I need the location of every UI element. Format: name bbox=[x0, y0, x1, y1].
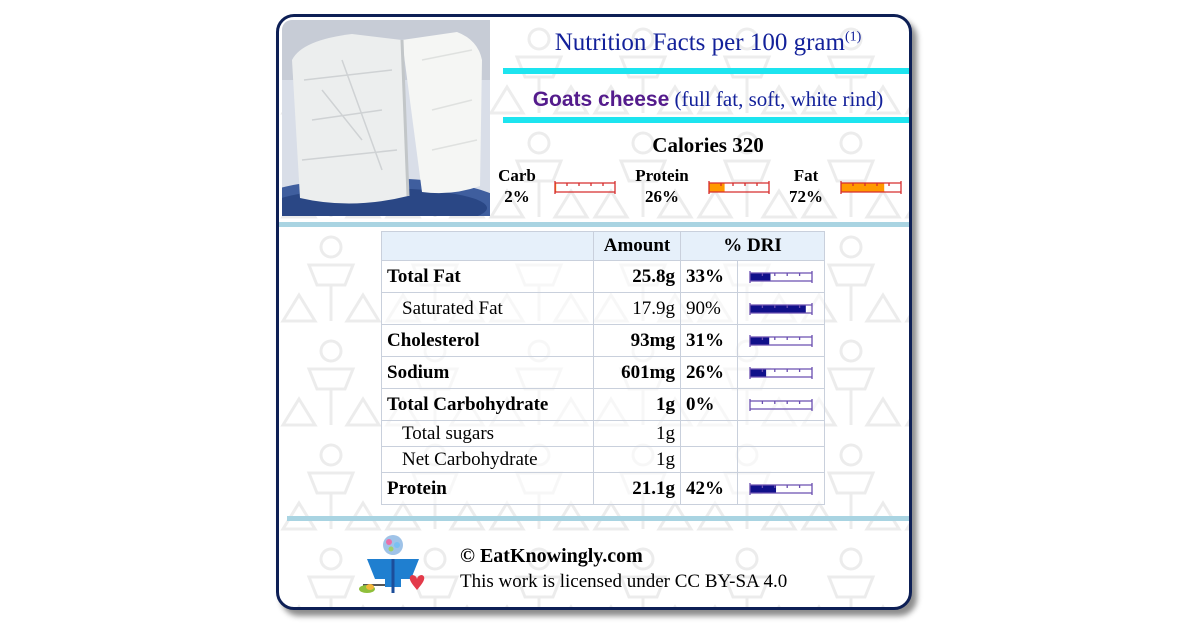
nutrient-name: Saturated Fat bbox=[381, 292, 594, 325]
nutrient-amount: 601mg bbox=[593, 356, 681, 389]
nutrient-name: Cholesterol bbox=[381, 324, 594, 357]
nutrient-amount: 25.8g bbox=[593, 260, 681, 293]
macro-carb-percent: 2% bbox=[504, 187, 530, 206]
macro-protein-bar bbox=[708, 181, 770, 194]
bar-frame bbox=[554, 181, 616, 194]
nutrition-table: Amount % DRI Total Fat 25.8g 33% Saturated … bbox=[381, 231, 825, 505]
table-row: Sodium 601mg 26% bbox=[381, 356, 825, 389]
header-title-text: Nutrition Facts per 100 gram bbox=[554, 29, 845, 56]
bar-frame bbox=[749, 366, 813, 379]
bar-fill bbox=[750, 336, 770, 345]
bar-frame bbox=[749, 398, 813, 411]
nutrient-name: Total Fat bbox=[381, 260, 594, 293]
bar-fill bbox=[750, 484, 777, 493]
nutrient-dri-bar-cell bbox=[737, 420, 825, 447]
divider-top bbox=[279, 222, 909, 227]
table-row: Cholesterol 93mg 31% bbox=[381, 324, 825, 357]
cyan-rule-top bbox=[503, 68, 909, 74]
nutrition-card: Nutrition Facts per 100 gram(1) Goats ch… bbox=[276, 14, 912, 610]
nutrient-dri-percent bbox=[680, 446, 738, 473]
header-dri: % DRI bbox=[680, 231, 825, 261]
footer-copyright: © EatKnowingly.com bbox=[460, 545, 643, 567]
nutrient-dri-percent: 26% bbox=[680, 356, 738, 389]
nutrient-dri-bar-cell bbox=[737, 356, 825, 389]
nutrient-dri-percent: 31% bbox=[680, 324, 738, 357]
divider-bottom bbox=[287, 516, 909, 521]
bar-fill bbox=[841, 183, 885, 192]
dri-bar bbox=[749, 302, 813, 315]
macro-protein-name: Protein bbox=[635, 166, 689, 185]
calories-line: Calories 320 bbox=[505, 133, 909, 158]
nutrient-dri-percent: 0% bbox=[680, 388, 738, 421]
bar-frame bbox=[749, 482, 813, 495]
nutrient-dri-bar-cell bbox=[737, 472, 825, 505]
table-row: Total sugars 1g bbox=[381, 420, 825, 447]
macro-fat-percent: 72% bbox=[789, 187, 823, 206]
nutrient-dri-percent: 33% bbox=[680, 260, 738, 293]
macro-carb-name: Carb bbox=[498, 166, 536, 185]
nutrient-dri-bar-cell bbox=[737, 446, 825, 473]
dri-bar bbox=[749, 270, 813, 283]
header-amount: Amount bbox=[593, 231, 681, 261]
dri-bar bbox=[749, 482, 813, 495]
macro-fat-name: Fat bbox=[793, 166, 819, 185]
nutrient-name: Protein bbox=[381, 472, 594, 505]
macro-protein-percent: 26% bbox=[645, 187, 679, 206]
food-descriptor: (full fat, soft, white rind) bbox=[674, 87, 884, 111]
calories-value: 320 bbox=[732, 133, 764, 157]
nutrient-dri-percent: 90% bbox=[680, 292, 738, 325]
bar-frame bbox=[749, 334, 813, 347]
nutrient-amount: 1g bbox=[593, 420, 681, 447]
table-row: Net Carbohydrate 1g bbox=[381, 446, 825, 473]
nutrient-dri-bar-cell bbox=[737, 260, 825, 293]
bar-fill bbox=[750, 272, 771, 281]
table-row: Protein 21.1g 42% bbox=[381, 472, 825, 505]
food-photo bbox=[282, 20, 490, 216]
bar-fill bbox=[750, 304, 806, 313]
dri-bar bbox=[749, 366, 813, 379]
macro-carb: Carb 2% bbox=[493, 165, 541, 207]
nutrient-dri-bar-cell bbox=[737, 292, 825, 325]
nutrient-amount: 21.1g bbox=[593, 472, 681, 505]
eatknowingly-logo-icon bbox=[359, 535, 425, 593]
nutrient-name: Net Carbohydrate bbox=[381, 446, 594, 473]
bar-frame bbox=[749, 270, 813, 283]
food-name: Goats cheese bbox=[532, 88, 670, 111]
bar-fill bbox=[709, 183, 725, 192]
dri-bar bbox=[749, 398, 813, 411]
food-line: Goats cheese (full fat, soft, white rind… bbox=[505, 87, 909, 112]
footnote-mark: (1) bbox=[844, 29, 862, 45]
macro-fat: Fat 72% bbox=[785, 165, 827, 207]
table-row: Saturated Fat 17.9g 90% bbox=[381, 292, 825, 325]
table-header-row: Amount % DRI bbox=[381, 231, 825, 261]
macro-protein: Protein 26% bbox=[629, 165, 695, 207]
nutrient-amount: 1g bbox=[593, 446, 681, 473]
table-row: Total Fat 25.8g 33% bbox=[381, 260, 825, 293]
nutrient-name: Total sugars bbox=[381, 420, 594, 447]
nutrient-dri-percent bbox=[680, 420, 738, 447]
nutrient-dri-bar-cell bbox=[737, 324, 825, 357]
nutrient-amount: 17.9g bbox=[593, 292, 681, 325]
bar-frame bbox=[708, 181, 770, 194]
nutrient-name: Total Carbohydrate bbox=[381, 388, 594, 421]
table-row: Total Carbohydrate 1g 0% bbox=[381, 388, 825, 421]
nutrient-dri-bar-cell bbox=[737, 388, 825, 421]
bar-frame bbox=[840, 181, 902, 194]
calories-label: Calories bbox=[652, 133, 727, 157]
nutrient-dri-percent: 42% bbox=[680, 472, 738, 505]
footer-license: This work is licensed under CC BY-SA 4.0 bbox=[460, 571, 788, 592]
nutrient-amount: 1g bbox=[593, 388, 681, 421]
macro-fat-bar bbox=[840, 181, 902, 194]
header-blank bbox=[381, 231, 594, 261]
cyan-rule-bottom bbox=[503, 117, 909, 123]
nutrient-amount: 93mg bbox=[593, 324, 681, 357]
dri-bar bbox=[749, 334, 813, 347]
bar-frame bbox=[749, 302, 813, 315]
nutrient-name: Sodium bbox=[381, 356, 594, 389]
header-title: Nutrition Facts per 100 gram(1) bbox=[505, 29, 909, 57]
bar-fill bbox=[750, 368, 767, 377]
table-body: Total Fat 25.8g 33% Saturated Fat 17.9g 90% Ch… bbox=[381, 260, 825, 505]
macro-carb-bar bbox=[554, 181, 616, 194]
